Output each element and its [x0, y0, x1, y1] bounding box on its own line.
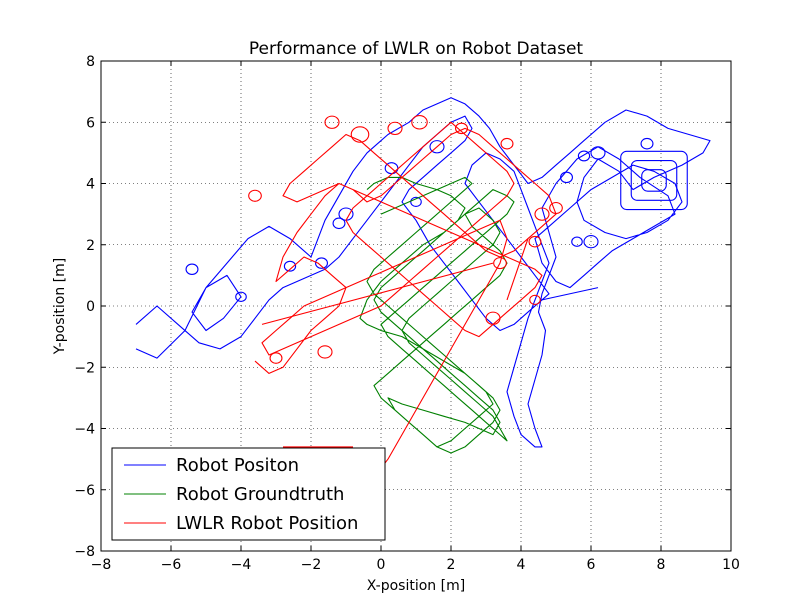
series-line-robot-groundtruth — [359, 176, 515, 454]
series-loop-lwlr-robot-position — [350, 126, 370, 143]
series-loop-robot-positon — [235, 291, 247, 302]
x-tick-label: −8 — [91, 557, 112, 573]
series-loop-robot-positon — [571, 236, 583, 247]
x-axis-label: X-position [m] — [367, 578, 465, 594]
y-tick-label: −2 — [74, 360, 95, 376]
x-tick-label: 8 — [657, 557, 666, 573]
x-tick-label: 4 — [517, 557, 526, 573]
x-tick-label: 6 — [587, 557, 596, 573]
legend-label-lwlr-robot-position: LWLR Robot Position — [176, 513, 358, 534]
series-loop-robot-positon — [429, 140, 445, 154]
legend-label-robot-positon: Robot Positon — [176, 455, 299, 476]
series-loop-robot-positon — [185, 263, 199, 276]
series-robot-positon — [135, 97, 711, 448]
x-tick-label: 10 — [722, 557, 740, 573]
series-segment-lwlr-robot-position — [506, 238, 529, 301]
series-loop-robot-positon — [332, 217, 346, 230]
y-tick-label: −6 — [74, 483, 95, 499]
y-axis-label: Y-position [m] — [52, 258, 68, 355]
series-loop-lwlr-robot-position — [411, 114, 428, 130]
series-loop-lwlr-robot-position — [534, 207, 550, 221]
y-tick-label: 6 — [86, 115, 95, 131]
x-tick-label: −4 — [231, 557, 252, 573]
series-loop-robot-positon — [590, 146, 606, 160]
series-ring-robot-positon — [620, 150, 688, 211]
legend: Robot Positon Robot Groundtruth LWLR Rob… — [111, 447, 386, 541]
y-tick-label: 8 — [86, 54, 95, 70]
series-loop-lwlr-robot-position — [529, 294, 541, 306]
series-loop-robot-positon — [577, 150, 591, 162]
series-loop-robot-positon — [559, 171, 573, 184]
series-loop-lwlr-robot-position — [248, 189, 262, 202]
series-robot-groundtruth — [359, 176, 515, 454]
series-layer — [135, 97, 711, 491]
legend-label-robot-groundtruth: Robot Groundtruth — [176, 484, 344, 505]
series-loop-robot-positon — [640, 137, 654, 150]
tick-labels: −8 −6 −4 −2 0 2 4 6 8 10 −8 −6 −4 −2 0 2 4 6 8 — [74, 54, 740, 573]
series-loop-robot-positon — [283, 260, 297, 272]
series-loop-lwlr-robot-position — [324, 115, 340, 129]
x-tick-label: 0 — [377, 557, 386, 573]
y-tick-label: 2 — [86, 238, 95, 254]
series-loop-lwlr-robot-position — [454, 122, 468, 135]
series-loop-lwlr-robot-position — [317, 345, 333, 359]
series-line-lwlr-robot-position — [254, 121, 557, 491]
y-tick-label: −4 — [74, 422, 95, 438]
series-loop-robot-positon — [583, 235, 599, 249]
series-loop-lwlr-robot-position — [269, 352, 283, 364]
series-lwlr-robot-position — [248, 114, 563, 491]
series-loop-robot-positon — [314, 257, 328, 269]
series-ring-robot-positon — [630, 159, 678, 201]
series-loop-robot-positon — [410, 196, 422, 208]
series-ring-robot-positon — [641, 169, 667, 192]
x-tick-label: −6 — [161, 557, 182, 573]
series-loop-lwlr-robot-position — [493, 257, 507, 270]
x-tick-label: 2 — [447, 557, 456, 573]
y-tick-label: −8 — [74, 544, 95, 560]
series-segment-lwlr-robot-position — [261, 262, 494, 325]
x-tick-label: −2 — [301, 557, 322, 573]
series-loop-lwlr-robot-position — [549, 201, 563, 215]
series-loop-lwlr-robot-position — [485, 311, 501, 325]
series-loop-lwlr-robot-position — [500, 137, 514, 150]
series-loop-lwlr-robot-position — [528, 235, 542, 248]
tick-marks — [100, 60, 732, 552]
series-segment-robot-positon — [541, 287, 599, 301]
series-line-robot-positon — [135, 97, 711, 448]
chart-title: Performance of LWLR on Robot Dataset — [249, 39, 584, 59]
y-tick-label: 0 — [86, 299, 95, 315]
y-tick-label: 4 — [86, 177, 95, 193]
series-loop-lwlr-robot-position — [387, 121, 403, 136]
